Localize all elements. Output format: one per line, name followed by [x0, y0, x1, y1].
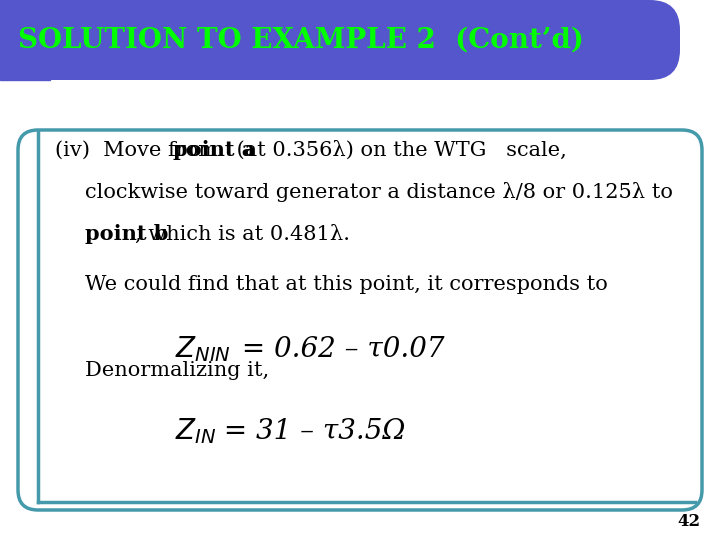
- Text: (iv)  Move from: (iv) Move from: [55, 140, 225, 159]
- Text: $Z_{NIN}$: $Z_{NIN}$: [175, 334, 231, 364]
- Text: = 31 – τ3.5Ω: = 31 – τ3.5Ω: [215, 417, 405, 444]
- Text: 42: 42: [677, 514, 700, 530]
- Text: = 0.62 – τ0.07: = 0.62 – τ0.07: [233, 335, 444, 362]
- Text: Denormalizing it,: Denormalizing it,: [85, 361, 269, 381]
- Text: clockwise toward generator a distance λ/8 or 0.125λ to: clockwise toward generator a distance λ/…: [85, 182, 673, 202]
- Text: We could find that at this point, it corresponds to: We could find that at this point, it cor…: [85, 274, 608, 294]
- Text: point a: point a: [173, 140, 256, 160]
- Text: $Z_{IN}$: $Z_{IN}$: [175, 416, 217, 446]
- Text: point b: point b: [85, 224, 168, 244]
- Text: (at 0.356λ) on the WTG   scale,: (at 0.356λ) on the WTG scale,: [230, 140, 567, 160]
- Bar: [0, 0, 50, 80]
- FancyBboxPatch shape: [18, 130, 702, 510]
- Text: , which is at 0.481λ.: , which is at 0.481λ.: [135, 225, 350, 244]
- Text: SOLUTION TO EXAMPLE 2  (Cont’d): SOLUTION TO EXAMPLE 2 (Cont’d): [18, 26, 584, 53]
- FancyBboxPatch shape: [0, 0, 680, 80]
